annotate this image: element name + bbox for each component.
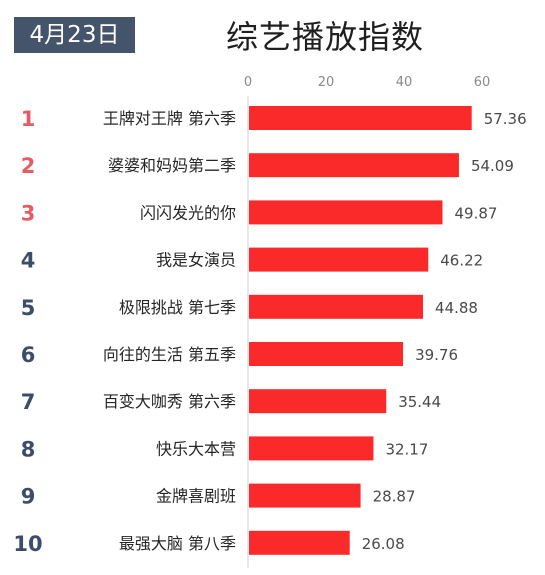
category-label: 极限挑战 第七季: [119, 298, 236, 317]
bar: [249, 342, 404, 366]
rank-number: 4: [21, 249, 36, 273]
rank-number: 2: [21, 154, 36, 178]
bar: [249, 153, 459, 178]
category-label: 百变大咖秀 第六季: [103, 392, 236, 411]
bar: [249, 530, 350, 555]
x-tick-label: 60: [474, 75, 491, 90]
value-label: 32.17: [385, 440, 428, 458]
value-label: 54.09: [471, 157, 514, 175]
chart-title: 综艺播放指数: [225, 18, 424, 56]
rank-number: 9: [21, 485, 36, 509]
rank-number: 3: [21, 201, 36, 225]
value-label: 26.08: [362, 535, 405, 553]
value-label: 49.87: [454, 204, 497, 222]
category-label: 向往的生活 第五季: [103, 345, 236, 364]
x-tick-label: 20: [318, 75, 335, 90]
value-label: 57.36: [484, 110, 527, 128]
x-tick-label: 0: [244, 75, 252, 90]
bar: [249, 200, 443, 225]
rank-number: 8: [21, 437, 36, 461]
bar: [249, 294, 424, 319]
rank-number: 6: [21, 343, 36, 367]
value-label: 28.87: [373, 488, 416, 506]
bar: [249, 247, 429, 272]
date-badge: 4月23日: [14, 17, 135, 53]
rank-number: 10: [13, 532, 42, 556]
bar: [249, 106, 472, 130]
value-label: 44.88: [435, 299, 478, 317]
category-label: 最强大脑 第八季: [119, 534, 236, 553]
x-tick-label: 40: [396, 75, 413, 90]
value-label: 39.76: [415, 346, 458, 364]
value-label: 35.44: [398, 393, 441, 411]
bar: [249, 483, 361, 508]
bar: [249, 389, 387, 414]
rank-number: 7: [21, 390, 36, 414]
category-label: 闪闪发光的你: [140, 203, 236, 222]
rank-number: 1: [21, 107, 36, 131]
category-label: 婆婆和妈妈第二季: [108, 156, 236, 175]
value-label: 46.22: [440, 252, 483, 270]
category-label: 金牌喜剧班: [156, 487, 236, 506]
category-label: 我是女演员: [156, 251, 236, 270]
category-label: 王牌对王牌 第六季: [103, 109, 236, 128]
category-label: 快乐大本营: [156, 439, 236, 458]
rank-number: 5: [21, 296, 36, 320]
bar: [249, 436, 374, 461]
